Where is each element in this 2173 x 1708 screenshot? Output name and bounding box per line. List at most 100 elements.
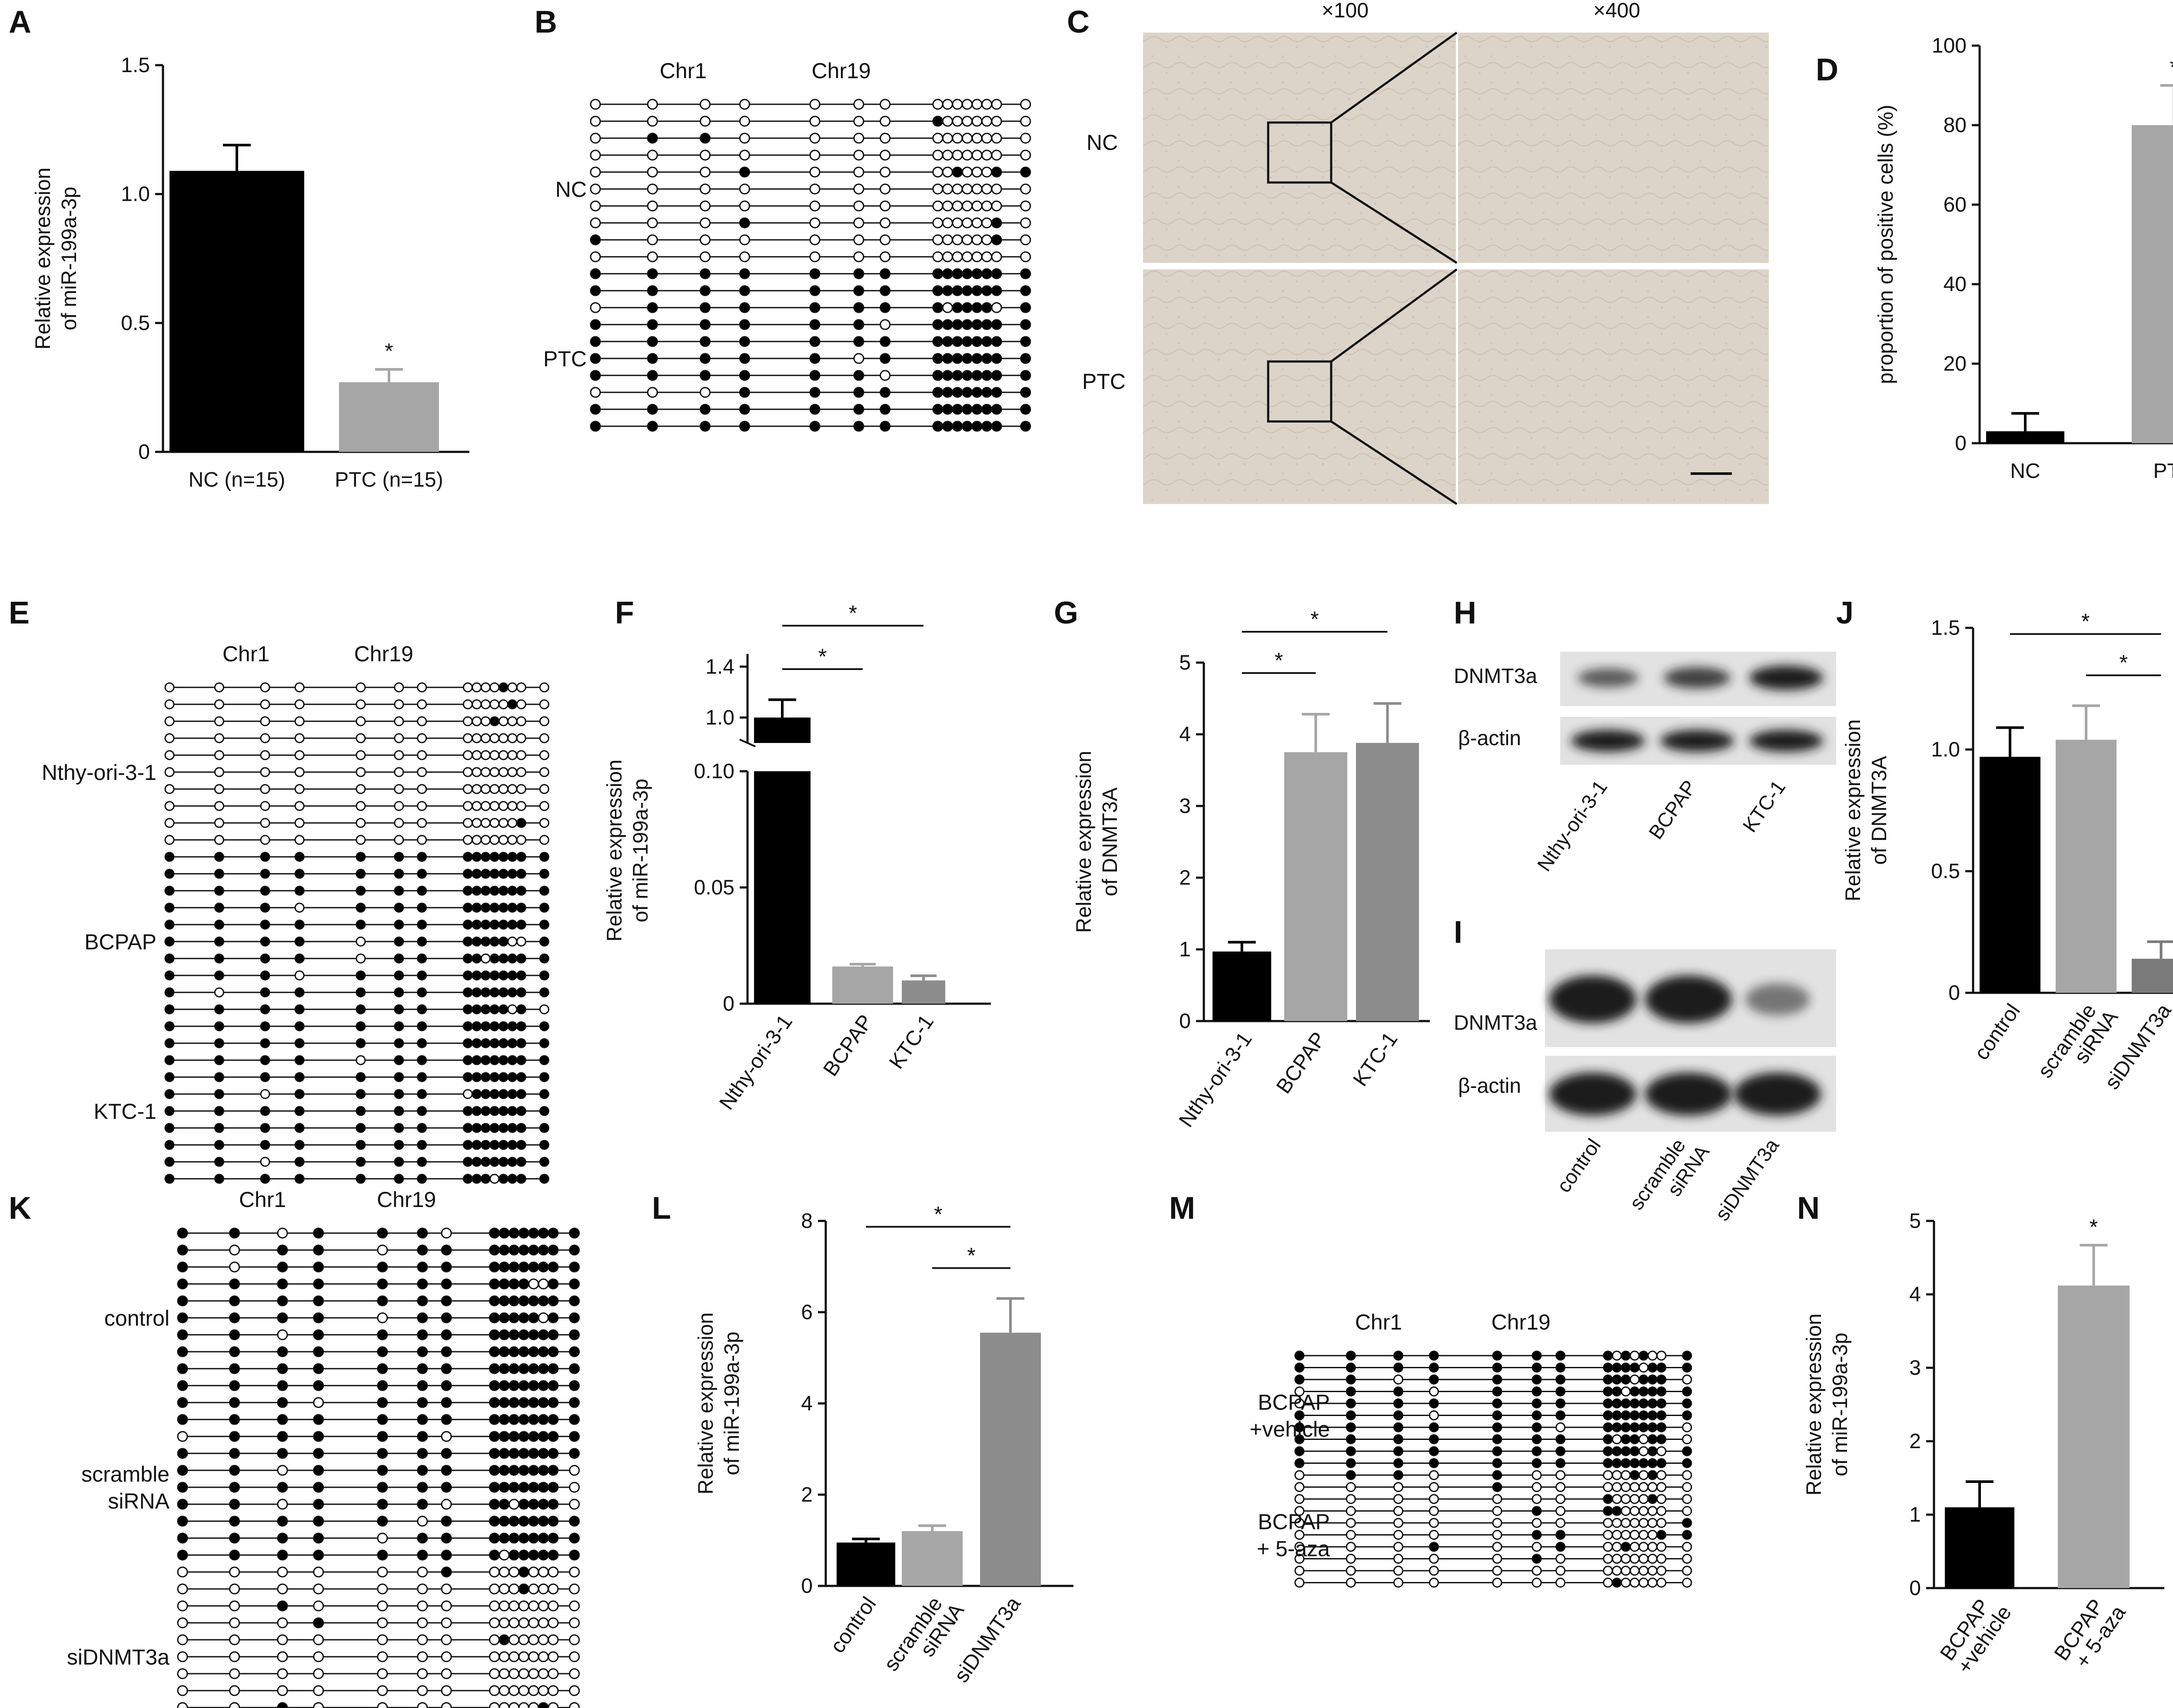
cpg-methylated [294,987,305,998]
cpg-unmethylated [932,183,944,195]
cpg-methylated [516,1106,526,1116]
cpg-unmethylated [498,1702,510,1708]
cpg-unmethylated [277,1566,288,1578]
cpg-unmethylated [1621,1386,1631,1396]
cpg-unmethylated [164,818,175,828]
cpg-methylated [417,1089,427,1099]
cpg-unmethylated [1532,1518,1542,1528]
cpg-methylated [229,1448,240,1459]
cpg-unmethylated [177,1702,188,1708]
cpg-methylated [539,869,549,879]
cpg-methylated [991,217,1002,229]
cpg-methylated [472,1021,482,1031]
cpg-unmethylated [277,1583,288,1595]
cpg-methylated [590,370,601,381]
cpg-unmethylated [1656,1554,1667,1564]
cpg-methylated [489,1089,500,1099]
cpg-methylated [1611,1422,1622,1433]
cpg-methylated [539,1106,549,1116]
cpg-methylated [377,1261,388,1273]
cpg-methylated [214,869,224,879]
cpg-methylated [356,1157,366,1167]
cpg-unmethylated [394,818,404,828]
x-tick-label: PTC [2153,460,2173,483]
cpg-methylated [441,1346,452,1357]
cpg-methylated [214,1072,224,1082]
cpg-methylated [971,268,983,279]
cpg-unmethylated [1621,1506,1631,1516]
cpg-methylated [981,404,993,415]
cpg-methylated [1532,1554,1542,1564]
cpg-unmethylated [739,251,750,262]
cpg-methylated [294,1106,305,1116]
cpg-methylated [1603,1398,1613,1409]
y-tick-label: 60 [1944,193,1967,216]
cpg-unmethylated [569,1600,580,1612]
cpg-unmethylated [229,1702,240,1708]
cpg-methylated [539,902,549,913]
cpg-methylated [417,1363,428,1374]
cpg-unmethylated [260,682,270,693]
cpg-unmethylated [277,1499,288,1510]
cpg-unmethylated [498,1617,510,1628]
cpg-unmethylated [480,682,491,693]
cpg-methylated [489,1448,500,1459]
cpg-methylated [1638,1398,1649,1409]
cpg-unmethylated [1647,1578,1658,1588]
cpg-methylated [394,1004,404,1015]
cpg-methylated [1393,1363,1403,1373]
cpg-unmethylated [489,1651,500,1662]
cpg-methylated [277,1702,288,1708]
group-label: BCPAP [1258,1390,1330,1415]
cpg-methylated [548,1532,559,1544]
cpg-unmethylated [981,251,993,262]
cpg-methylated [991,387,1002,398]
cpg-methylated [260,1140,270,1150]
cpg-unmethylated [1647,1506,1658,1516]
cpg-unmethylated [1020,234,1031,245]
cpg-methylated [981,268,993,279]
cpg-methylated [489,716,500,726]
zoom-box-nc [1267,121,1332,184]
cpg-methylated [516,919,526,930]
cpg-unmethylated [1555,1554,1566,1564]
cpg-unmethylated [548,1600,559,1612]
cpg-methylated [590,319,601,330]
cpg-unmethylated [462,699,473,710]
cpg-methylated [277,1380,288,1391]
cpg-methylated [961,387,973,398]
bar [832,966,893,1004]
significance-star: * [818,644,827,669]
cpg-methylated [229,1482,240,1493]
cpg-unmethylated [809,234,821,245]
cpg-methylated [961,285,973,296]
cpg-unmethylated [294,733,305,743]
cpg-unmethylated [508,1634,520,1645]
cpg-unmethylated [590,149,601,161]
cpg-methylated [462,1174,473,1184]
cpg-unmethylated [739,133,750,144]
cpg-methylated [647,404,658,415]
cpg-unmethylated [569,1482,580,1493]
cpg-unmethylated [1346,1565,1356,1576]
cpg-methylated [260,936,270,947]
cpg-methylated [394,953,404,964]
cpg-methylated [1621,1374,1631,1385]
group-label: KTC-1 [94,1099,156,1124]
cpg-unmethylated [508,1583,520,1595]
cpg-methylated [508,1414,520,1425]
cpg-unmethylated [853,234,864,245]
cpg-unmethylated [1020,217,1031,229]
cpg-unmethylated [417,1702,428,1708]
cpg-methylated [1638,1410,1649,1420]
cpg-methylated [498,1295,510,1307]
cpg-methylated [952,387,963,398]
cpg-methylated [528,1244,539,1256]
cpg-unmethylated [1393,1518,1403,1528]
cpg-unmethylated [214,733,224,743]
cpg-unmethylated [164,750,175,760]
cpg-unmethylated [472,716,482,726]
cpg-methylated [1638,1374,1649,1385]
cpg-unmethylated [294,750,305,760]
blot-label-dnmt3a: DNMT3a [1454,665,1537,688]
